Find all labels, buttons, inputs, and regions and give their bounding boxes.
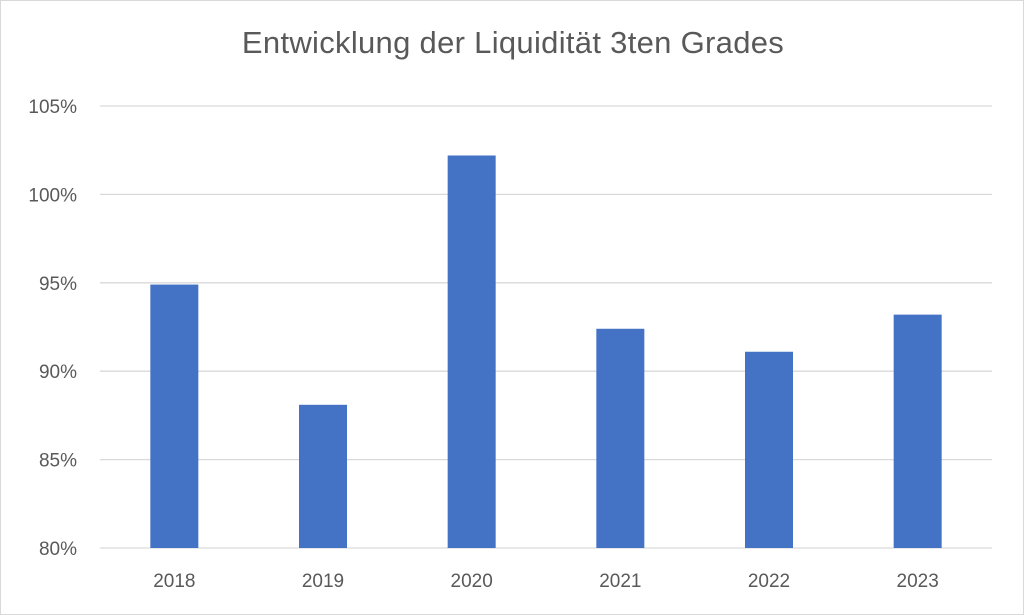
x-tick-label: 2022: [748, 571, 790, 592]
x-tick-label: 2021: [599, 571, 641, 592]
y-tick-label: 95%: [39, 274, 77, 295]
bar-2022: [745, 351, 793, 548]
y-tick-label: 90%: [39, 362, 77, 383]
bar-2020: [447, 155, 496, 548]
x-tick-label: 2019: [302, 571, 344, 592]
x-tick-label: 2023: [897, 571, 939, 592]
bar-2019: [299, 404, 347, 548]
y-tick-label: 80%: [39, 539, 77, 560]
y-tick-label: 100%: [28, 185, 77, 206]
bar-2018: [150, 284, 199, 548]
chart-title: Entwicklung der Liquidität 3ten Grades: [241, 25, 785, 60]
x-axis-ticks: 2018 2019 2020 2021 2022 2023: [153, 571, 939, 592]
y-tick-label: 105%: [28, 97, 77, 118]
gridlines: [100, 105, 992, 549]
x-tick-label: 2020: [451, 571, 493, 592]
y-axis-ticks: 80% 85% 90% 95% 100% 105%: [28, 97, 77, 560]
x-tick-label: 2018: [153, 571, 195, 592]
bar-2023: [893, 314, 942, 548]
y-tick-label: 85%: [39, 451, 77, 472]
bar-2021: [596, 328, 645, 548]
bars: [150, 155, 942, 548]
